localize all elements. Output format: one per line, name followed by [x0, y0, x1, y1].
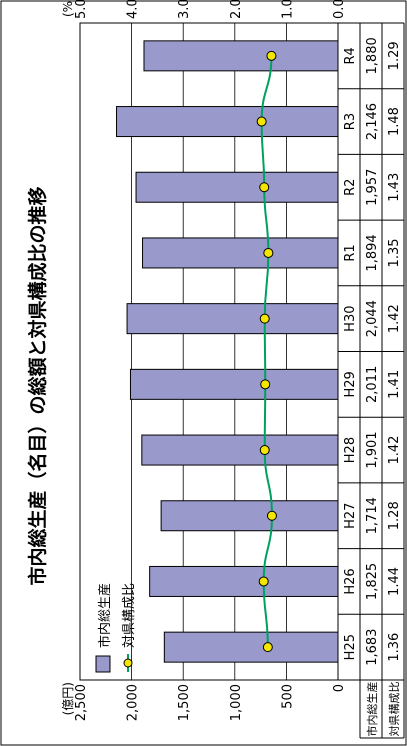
ratio-point-H29 — [260, 379, 271, 390]
right-tick-label: 1.0 — [280, 0, 295, 19]
ratio-point-R3 — [256, 116, 267, 127]
ratio-value-R2: 1.43 — [387, 173, 402, 202]
bar-H30 — [126, 303, 339, 335]
legend-label-bar: 市内総生産 — [97, 583, 113, 648]
bar-value-H26: 1,825 — [365, 563, 380, 600]
ratio-value-H28: 1.42 — [387, 436, 402, 465]
left-tick-label: 500 — [280, 684, 295, 709]
right-tick-label: 0.0 — [332, 0, 347, 19]
category-label-H30: H30 — [343, 305, 358, 331]
row-header-bar: 市内総生産 — [365, 682, 379, 737]
bar-H25 — [163, 631, 339, 663]
ratio-value-H27: 1.28 — [387, 501, 402, 530]
ratio-line — [260, 55, 273, 648]
legend: 市内総生産 対県構成比 — [95, 583, 137, 673]
bar-value-R3: 2,146 — [365, 103, 380, 140]
bar-value-H28: 1,901 — [365, 431, 380, 468]
ratio-value-H25: 1.36 — [387, 633, 402, 662]
bar-value-R2: 1,957 — [365, 169, 380, 206]
bar-value-H30: 2,044 — [365, 300, 380, 337]
bar-series — [116, 40, 339, 663]
chart-title: 市内総生産（名目）の総額と対県構成比の推移 — [26, 186, 49, 585]
bar-H26 — [149, 565, 339, 597]
category-label-H28: H28 — [343, 437, 358, 463]
ratio-value-H26: 1.44 — [387, 567, 402, 596]
bar-R4 — [143, 40, 339, 72]
data-table: H25 1,683 1.36 H26 1,825 1.44 H27 1,714 1.28 H28 1… — [337, 22, 405, 739]
bar-value-R1: 1,894 — [365, 234, 380, 271]
rotated-chart: 市内総生産（名目）の総額と対県構成比の推移 0 500 1,000 1,500 2,00… — [26, 0, 405, 739]
category-label-H26: H26 — [343, 568, 358, 594]
legend-marker-swatch — [123, 658, 133, 668]
legend-bar-swatch — [95, 655, 111, 673]
ratio-value-H30: 1.42 — [387, 304, 402, 333]
bar-R1 — [142, 237, 339, 269]
left-tick-label: 1,000 — [229, 684, 244, 721]
line-series — [256, 50, 277, 653]
right-tick-label: 3.0 — [177, 0, 192, 19]
bar-value-H27: 1,714 — [365, 497, 380, 534]
category-label-H27: H27 — [343, 503, 358, 529]
legend-label-line: 対県構成比 — [122, 583, 137, 648]
bar-H29 — [129, 368, 339, 400]
right-tick-label: 5.0 — [74, 0, 89, 19]
bar-R2 — [135, 171, 339, 203]
ratio-point-R4 — [266, 50, 277, 61]
bar-H28 — [141, 434, 339, 466]
category-label-H29: H29 — [343, 371, 358, 397]
ratio-point-H26 — [258, 576, 269, 587]
ratio-point-H25 — [262, 642, 273, 653]
ratio-value-H29: 1.41 — [387, 370, 402, 399]
right-tick-label: 2.0 — [229, 0, 244, 19]
row-header-ratio: 対県構成比 — [387, 682, 401, 737]
ratio-value-R3: 1.48 — [387, 107, 402, 136]
right-axis-unit: (%) — [61, 0, 75, 17]
bar-value-R4: 1,880 — [365, 37, 380, 74]
left-axis-unit: (億円) — [61, 682, 75, 715]
left-tick-label: 2,000 — [126, 684, 141, 721]
category-label-R4: R4 — [343, 47, 358, 64]
ratio-point-H30 — [259, 313, 270, 324]
bar-value-H25: 1,683 — [365, 629, 380, 666]
category-label-R3: R3 — [343, 113, 358, 130]
left-tick-label: 1,500 — [177, 684, 192, 721]
ratio-point-H27 — [266, 510, 277, 521]
category-label-H25: H25 — [343, 634, 358, 660]
bar-H27 — [160, 500, 339, 532]
ratio-point-R2 — [259, 182, 270, 193]
category-label-R1: R1 — [343, 244, 358, 261]
ratio-value-R1: 1.35 — [387, 238, 402, 267]
left-tick-label: 0 — [332, 684, 347, 692]
ratio-point-H28 — [259, 445, 270, 456]
ratio-point-R1 — [263, 247, 274, 258]
left-tick-label: 2,500 — [74, 684, 89, 721]
right-tick-label: 4.0 — [126, 0, 141, 19]
ratio-value-R4: 1.29 — [387, 41, 402, 70]
bar-R3 — [116, 106, 339, 138]
bar-value-H29: 2,011 — [365, 366, 380, 403]
category-label-R2: R2 — [343, 179, 358, 196]
